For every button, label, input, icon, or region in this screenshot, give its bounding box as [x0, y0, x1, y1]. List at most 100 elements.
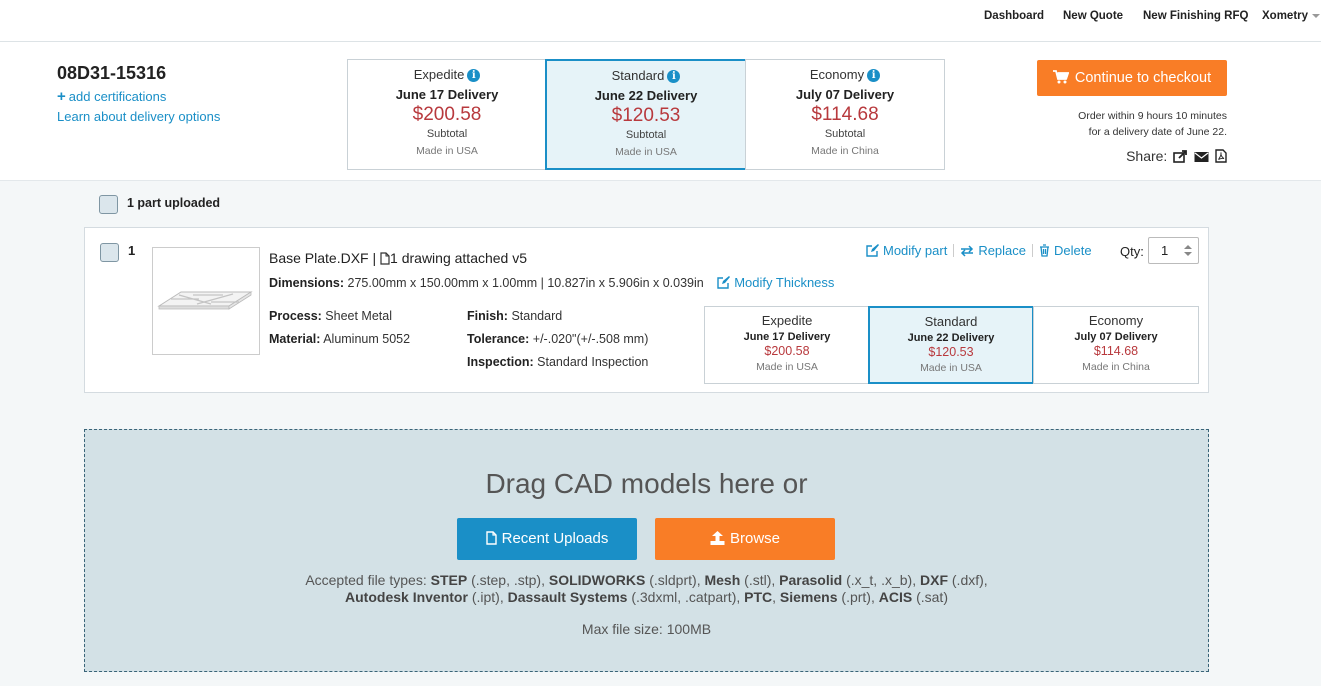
recent-uploads-button[interactable]: Recent Uploads: [457, 518, 637, 560]
quantity-value: 1: [1161, 243, 1169, 258]
inspection-spec: Inspection: Standard Inspection: [467, 355, 648, 369]
info-icon[interactable]: i: [667, 70, 681, 83]
browse-label: Browse: [729, 530, 781, 547]
format-ext: (.step, .stp): [471, 572, 542, 588]
delivery-option-expedite[interactable]: Expedite i June 17 Delivery $200.58 Subto…: [347, 59, 547, 170]
upload-icon: [710, 531, 725, 545]
format-ext: (.3dxml, .catpart): [631, 589, 737, 605]
inspection-label: Inspection:: [467, 355, 534, 369]
format-name: DXF: [920, 572, 948, 588]
quote-header: 08D31-15316 + add certifications Learn ab…: [0, 42, 1321, 181]
plus-icon: +: [57, 88, 66, 105]
add-certifications-link[interactable]: + add certifications: [57, 88, 166, 105]
part-option-standard[interactable]: Standard June 22 Delivery $120.53 Made i…: [868, 306, 1034, 384]
continue-to-checkout-button[interactable]: Continue to checkout: [1037, 60, 1227, 96]
material-label: Material:: [269, 332, 321, 346]
option-price: $120.53: [928, 345, 974, 359]
quantity-stepper[interactable]: 1: [1148, 237, 1199, 264]
nav-account-menu[interactable]: Xometry: [1262, 10, 1321, 22]
pdf-icon[interactable]: [1215, 149, 1227, 163]
part-option-economy[interactable]: Economy July 07 Delivery $114.68 Made in…: [1033, 306, 1199, 384]
format-name: Parasolid: [779, 572, 843, 588]
chevron-up-icon[interactable]: [1184, 245, 1192, 249]
top-nav: Dashboard New Quote New Finishing RFQ Xo…: [0, 0, 1321, 42]
browse-button[interactable]: Browse: [655, 518, 835, 560]
modify-part-button[interactable]: Modify part: [866, 243, 947, 258]
info-icon[interactable]: i: [467, 69, 481, 82]
finish-spec: Finish: Standard: [467, 309, 562, 323]
option-origin: Made in China: [811, 145, 879, 157]
nav-dashboard[interactable]: Dashboard: [984, 10, 1045, 22]
option-date: June 22 Delivery: [594, 88, 698, 103]
delivery-option-economy[interactable]: Economy i July 07 Delivery $114.68 Subtot…: [745, 59, 945, 170]
format-ext: (.x_t, .x_b): [846, 572, 913, 588]
option-name: Standard: [611, 68, 665, 83]
drawing-attached[interactable]: 1 drawing attached v5: [390, 250, 528, 266]
inspection-value: Standard Inspection: [537, 355, 649, 369]
format-ext: (.stl): [744, 572, 772, 588]
cad-dropzone[interactable]: Drag CAD models here or Recent Uploads B…: [84, 429, 1209, 672]
part-dimensions: Dimensions: 275.00mm x 150.00mm x 1.00mm…: [269, 275, 834, 290]
option-date: July 07 Delivery: [1074, 331, 1158, 343]
option-price: $114.68: [811, 104, 879, 125]
replace-label: Replace: [978, 243, 1027, 258]
delete-button[interactable]: Delete: [1039, 243, 1092, 258]
option-subtotal-label: Subtotal: [625, 129, 667, 141]
share-external-icon[interactable]: [1173, 150, 1188, 163]
add-certifications-label: add certifications: [68, 89, 167, 104]
dimensions-label: Dimensions:: [269, 276, 345, 290]
format-name: STEP: [430, 572, 468, 588]
accepted-line-2: Autodesk Inventor (.ipt), Dassault Syste…: [345, 589, 948, 605]
accepted-line-1: Accepted file types: STEP (.step, .stp),…: [305, 572, 988, 588]
edit-icon: [866, 244, 879, 257]
finish-label: Finish:: [467, 309, 508, 323]
option-origin: Made in USA: [416, 145, 478, 157]
order-line-1: Order within 9 hours 10 minutes: [1078, 110, 1227, 122]
part-checkbox[interactable]: [100, 243, 119, 262]
recent-uploads-label: Recent Uploads: [501, 530, 609, 547]
info-icon[interactable]: i: [867, 69, 881, 82]
quote-id: 08D31-15316: [57, 63, 167, 83]
option-name: Standard: [924, 314, 978, 329]
part-option-expedite[interactable]: Expedite June 17 Delivery $200.58 Made i…: [704, 306, 870, 384]
qty-label: Qty:: [1120, 244, 1144, 259]
replace-button[interactable]: Replace: [960, 243, 1026, 258]
finish-value: Standard: [511, 309, 563, 323]
dropzone-title: Drag CAD models here or: [485, 468, 808, 499]
format-ext: (.ipt): [471, 589, 500, 605]
accepted-file-types: Accepted file types: STEP (.step, .stp),…: [85, 572, 1208, 606]
stepper-arrows[interactable]: [1184, 245, 1192, 256]
format-name: ACIS: [878, 589, 913, 605]
modify-thickness-label: Modify Thickness: [734, 275, 835, 290]
part-name[interactable]: Base Plate.DXF |: [269, 250, 377, 266]
part-actions: Modify part Replace Delete: [866, 243, 1092, 258]
learn-delivery-link[interactable]: Learn about delivery options: [57, 109, 221, 124]
chevron-down-icon[interactable]: [1184, 252, 1192, 256]
option-name: Economy: [1088, 313, 1144, 328]
nav-new-finishing-rfq[interactable]: New Finishing RFQ: [1143, 10, 1249, 22]
divider: [953, 244, 955, 257]
part-preview-image: [157, 291, 253, 310]
dimensions-value: 275.00mm x 150.00mm x 1.00mm | 10.827in …: [347, 276, 704, 290]
email-icon[interactable]: [1194, 151, 1209, 163]
option-subtotal-label: Subtotal: [824, 128, 866, 140]
option-price: $120.53: [611, 105, 681, 126]
format-name: SOLIDWORKS: [548, 572, 646, 588]
select-all-checkbox[interactable]: [99, 195, 118, 214]
edit-icon: [717, 276, 731, 289]
option-origin: Made in USA: [920, 362, 982, 374]
modify-thickness-link[interactable]: Modify Thickness: [717, 275, 834, 290]
part-index: 1: [128, 243, 136, 258]
tolerance-spec: Tolerance: +/-.020"(+/-.508 mm): [467, 332, 648, 346]
delivery-option-standard[interactable]: Standard i June 22 Delivery $120.53 Subto…: [545, 59, 747, 170]
option-name: Expedite: [413, 67, 465, 82]
option-name: Expedite: [761, 313, 813, 328]
nav-new-quote[interactable]: New Quote: [1063, 10, 1124, 22]
option-price: $114.68: [1093, 344, 1139, 358]
option-origin: Made in USA: [756, 361, 818, 373]
option-date: June 17 Delivery: [743, 331, 831, 343]
option-date: July 07 Delivery: [795, 87, 895, 102]
part-thumbnail[interactable]: [152, 247, 260, 355]
format-name: Siemens: [779, 589, 838, 605]
document-icon: [380, 252, 390, 265]
